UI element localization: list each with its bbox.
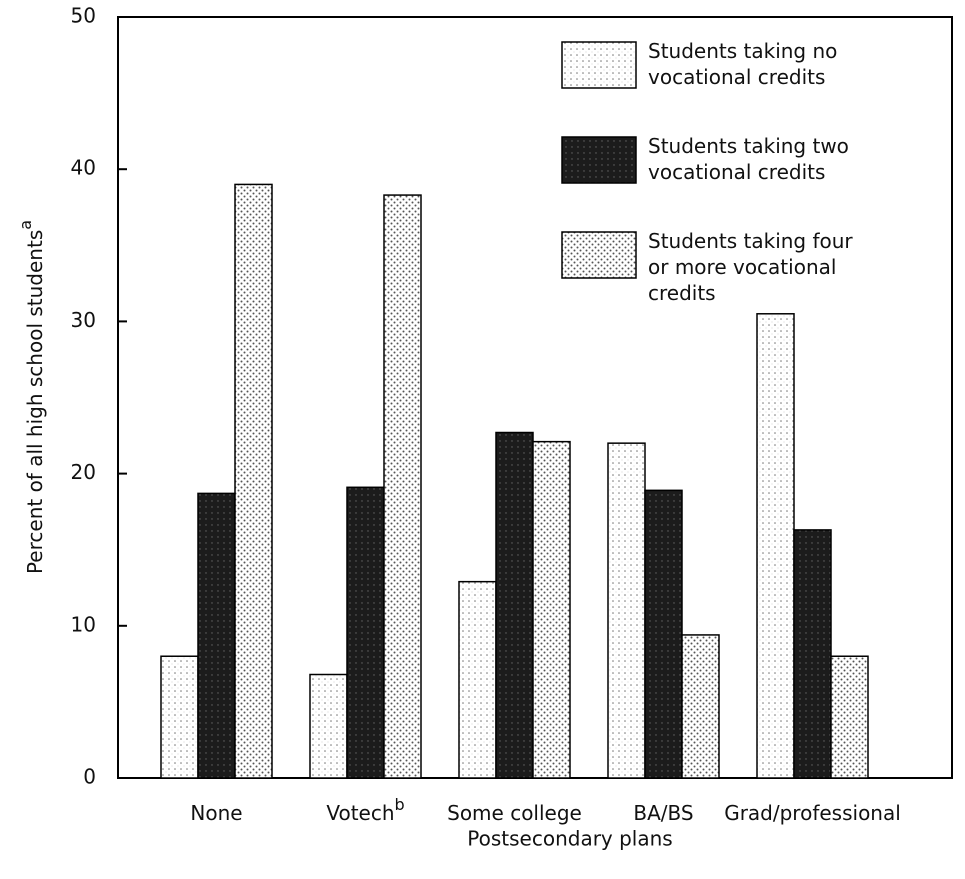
legend-line: or more vocational bbox=[648, 255, 836, 279]
x-tick-label-text: Votech bbox=[326, 801, 394, 825]
x-tick-label: Votechb bbox=[326, 795, 404, 825]
bar bbox=[644, 489, 683, 779]
x-tick-label: Grad/professional bbox=[724, 801, 901, 825]
bar bbox=[160, 655, 199, 779]
x-tick-label-text: Some college bbox=[447, 801, 582, 825]
legend-line: Students taking no bbox=[648, 39, 837, 63]
y-tick-label: 20 bbox=[71, 460, 96, 484]
legend-label: Students taking two vocational credits bbox=[648, 134, 849, 184]
x-tick-superscript: b bbox=[395, 795, 405, 814]
bar bbox=[495, 431, 534, 779]
bar bbox=[234, 183, 273, 779]
x-tick-label: None bbox=[190, 801, 242, 825]
y-tick-label: 30 bbox=[71, 308, 96, 332]
y-tick-label: 40 bbox=[71, 156, 96, 180]
y-axis-label-superscript: a bbox=[16, 220, 35, 230]
x-tick-label: BA/BS bbox=[633, 801, 693, 825]
bar bbox=[197, 492, 236, 779]
bar bbox=[681, 634, 720, 779]
y-axis-label: Percent of all high school studentsa bbox=[16, 220, 47, 574]
bar bbox=[756, 313, 795, 779]
legend-swatch bbox=[561, 231, 637, 279]
legend-line: Students taking four bbox=[648, 229, 853, 253]
y-tick-label: 0 bbox=[83, 765, 96, 789]
legend-line: credits bbox=[648, 281, 716, 305]
y-tick-label: 50 bbox=[71, 4, 96, 28]
bar bbox=[309, 673, 348, 779]
x-tick-label-text: BA/BS bbox=[633, 801, 693, 825]
legend-label: Students taking no vocational credits bbox=[648, 39, 837, 89]
x-tick-label: Some college bbox=[447, 801, 582, 825]
legend-swatch bbox=[561, 136, 637, 184]
y-tick-label: 10 bbox=[71, 612, 96, 636]
legend-swatch bbox=[561, 41, 637, 89]
legend-line: vocational credits bbox=[648, 65, 825, 89]
y-axis-label-text: Percent of all high school students bbox=[23, 230, 47, 574]
bar bbox=[532, 440, 571, 779]
bar bbox=[830, 655, 869, 779]
legend-label: Students taking four or more vocational cr… bbox=[648, 229, 853, 305]
x-tick-label-text: Grad/professional bbox=[724, 801, 901, 825]
legend-line: Students taking two bbox=[648, 134, 849, 158]
x-tick-label-text: None bbox=[190, 801, 242, 825]
bar bbox=[383, 194, 422, 779]
bar bbox=[346, 486, 385, 779]
x-axis-label: Postsecondary plans bbox=[467, 827, 672, 851]
legend-line: vocational credits bbox=[648, 160, 825, 184]
bar bbox=[458, 580, 497, 779]
bar bbox=[607, 442, 646, 779]
bar bbox=[793, 529, 832, 779]
